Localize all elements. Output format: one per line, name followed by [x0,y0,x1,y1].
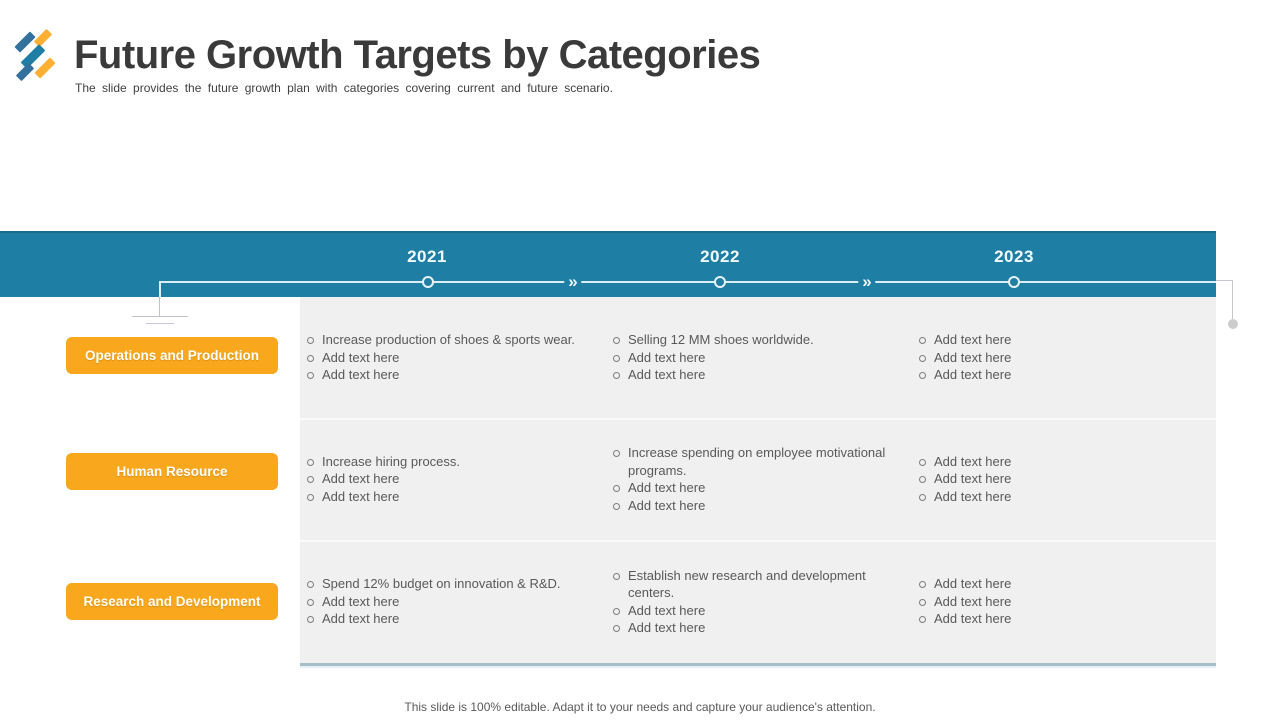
cell-rnd-2021: Spend 12% budget on innovation & R&D. Ad… [304,540,594,663]
double-chevron-icon: » [858,271,876,292]
bullet-item: Selling 12 MM shoes worldwide. [610,331,814,349]
bullet-item: Increase production of shoes & sports we… [304,331,575,349]
bullet-list: Increase production of shoes & sports we… [304,331,575,384]
cell-operations-2021: Increase production of shoes & sports we… [304,297,594,418]
timeline-node-icon [422,276,434,288]
bullet-item: Add text here [610,366,814,384]
bullet-item: Add text here [304,488,460,506]
bullet-item: Add text here [304,366,575,384]
bullet-item: Establish new research and development c… [610,567,910,602]
bullet-item: Add text here [916,366,1011,384]
bullet-item: Spend 12% budget on innovation & R&D. [304,575,561,593]
logo-stripe [33,28,53,48]
cell-hr-2022: Increase spending on employee motivation… [610,418,910,540]
bullet-item: Add text here [610,349,814,367]
cell-rnd-2023: Add text here Add text here Add text her… [916,540,1208,663]
logo-stripe [15,62,35,82]
bullet-item: Add text here [916,470,1011,488]
year-label-2022: 2022 [700,247,740,266]
bullet-item: Add text here [916,610,1011,628]
category-button-operations[interactable]: Operations and Production [66,337,278,374]
bullet-item: Add text here [610,619,910,637]
bullet-item: Add text here [916,349,1011,367]
logo-stripes-icon [12,26,58,84]
bullet-item: Add text here [916,593,1011,611]
category-button-human-resource[interactable]: Human Resource [66,453,278,490]
cell-rnd-2022: Establish new research and development c… [610,540,910,663]
row-divider [300,418,1216,420]
year-label-2023: 2023 [994,247,1034,266]
left-connector-bar [132,316,188,317]
bullet-list: Add text here Add text here Add text her… [916,575,1011,628]
bullet-list: Establish new research and development c… [610,567,910,637]
right-connector-line [1216,280,1233,281]
timeline-node-icon [714,276,726,288]
bullet-item: Increase spending on employee motivation… [610,444,910,479]
timeline-left-drop [159,281,161,299]
page-subtitle: The slide provides the future growth pla… [75,81,613,95]
year-label-2021: 2021 [407,247,447,266]
bullet-item: Add text here [304,470,460,488]
page-title: Future Growth Targets by Categories [74,33,761,77]
timeline-band: 2021 2022 2023 » » [0,231,1216,299]
table-bottom-rule [300,663,1216,666]
cell-hr-2023: Add text here Add text here Add text her… [916,418,1208,540]
cell-operations-2022: Selling 12 MM shoes worldwide. Add text … [610,297,910,418]
timeline-line [160,281,1216,283]
cell-hr-2021: Increase hiring process. Add text here A… [304,418,594,540]
left-connector-bar [146,323,174,324]
footer-note: This slide is 100% editable. Adapt it to… [404,700,876,714]
logo-stripe [34,57,56,79]
right-connector-dot-icon [1228,319,1238,329]
bullet-item: Add text here [916,331,1011,349]
bullet-list: Add text here Add text here Add text her… [916,453,1011,506]
left-connector-line [159,297,160,316]
bullet-item: Add text here [916,453,1011,471]
bullet-list: Increase spending on employee motivation… [610,444,910,514]
double-chevron-icon: » [564,271,582,292]
bullet-item: Add text here [610,602,910,620]
cell-operations-2023: Add text here Add text here Add text her… [916,297,1208,418]
bullet-list: Spend 12% budget on innovation & R&D. Ad… [304,575,561,628]
content-table: Increase production of shoes & sports we… [300,297,1216,663]
bullet-item: Add text here [304,610,561,628]
bullet-item: Add text here [304,349,575,367]
bullet-item: Add text here [916,575,1011,593]
row-divider [300,540,1216,542]
bullet-list: Increase hiring process. Add text here A… [304,453,460,506]
bullet-item: Add text here [916,488,1011,506]
bullet-item: Add text here [304,593,561,611]
bullet-list: Add text here Add text here Add text her… [916,331,1011,384]
right-connector-line [1232,280,1233,319]
bullet-list: Selling 12 MM shoes worldwide. Add text … [610,331,814,384]
bullet-item: Add text here [610,479,910,497]
category-button-research-development[interactable]: Research and Development [66,583,278,620]
timeline-node-icon [1008,276,1020,288]
bullet-item: Increase hiring process. [304,453,460,471]
bullet-item: Add text here [610,497,910,515]
table-bottom-rule-light [300,666,1216,668]
